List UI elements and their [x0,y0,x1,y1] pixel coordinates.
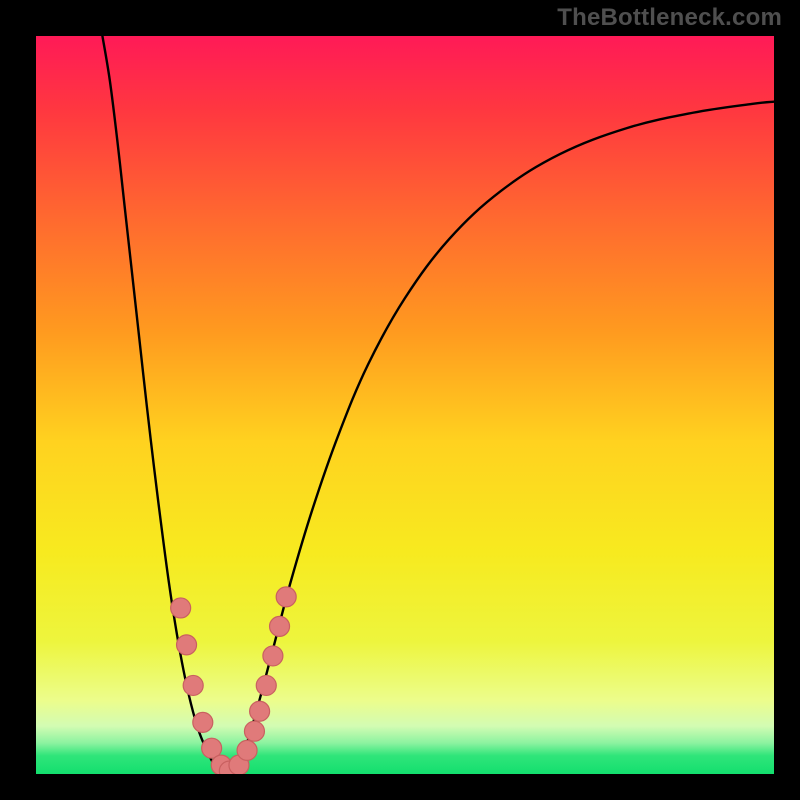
data-marker [183,675,203,695]
data-marker [177,635,197,655]
plot-area [36,36,774,774]
data-marker [244,721,264,741]
watermark-text: TheBottleneck.com [557,4,782,32]
data-marker [270,616,290,636]
data-marker [171,598,191,618]
data-marker [263,646,283,666]
data-marker [256,675,276,695]
data-marker [237,740,257,760]
data-marker [250,701,270,721]
data-marker [276,587,296,607]
chart-stage: { "watermark": { "text": "TheBottleneck.… [0,0,800,800]
data-marker [193,712,213,732]
chart-svg [36,36,774,774]
